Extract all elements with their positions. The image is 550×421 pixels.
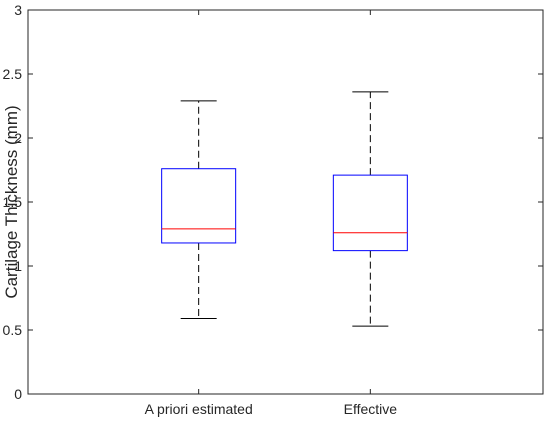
box-group: [161, 100, 237, 319]
iqr-box: [161, 168, 237, 244]
y-tick-label: 1: [14, 258, 22, 274]
boxes-layer: [161, 91, 408, 327]
y-tick-label: 2: [14, 130, 22, 146]
iqr-box: [332, 174, 408, 252]
x-tick-label: A priori estimated: [145, 401, 253, 417]
y-tick-label: 2.5: [3, 66, 23, 82]
y-axis-label: Cartilage Thickness (mm): [2, 105, 21, 298]
y-axis: 0 0.5 1 1.5 2 2.5 3: [3, 2, 543, 402]
y-tick-label: 0: [14, 386, 22, 402]
x-tick-label: Effective: [344, 401, 398, 417]
x-axis: A priori estimated Effective: [145, 10, 398, 417]
y-tick-label: 0.5: [3, 322, 23, 338]
y-tick-label: 3: [14, 2, 22, 18]
plot-area: [27, 9, 544, 395]
box-group: [332, 91, 408, 327]
y-tick-label: 1.5: [3, 194, 23, 210]
